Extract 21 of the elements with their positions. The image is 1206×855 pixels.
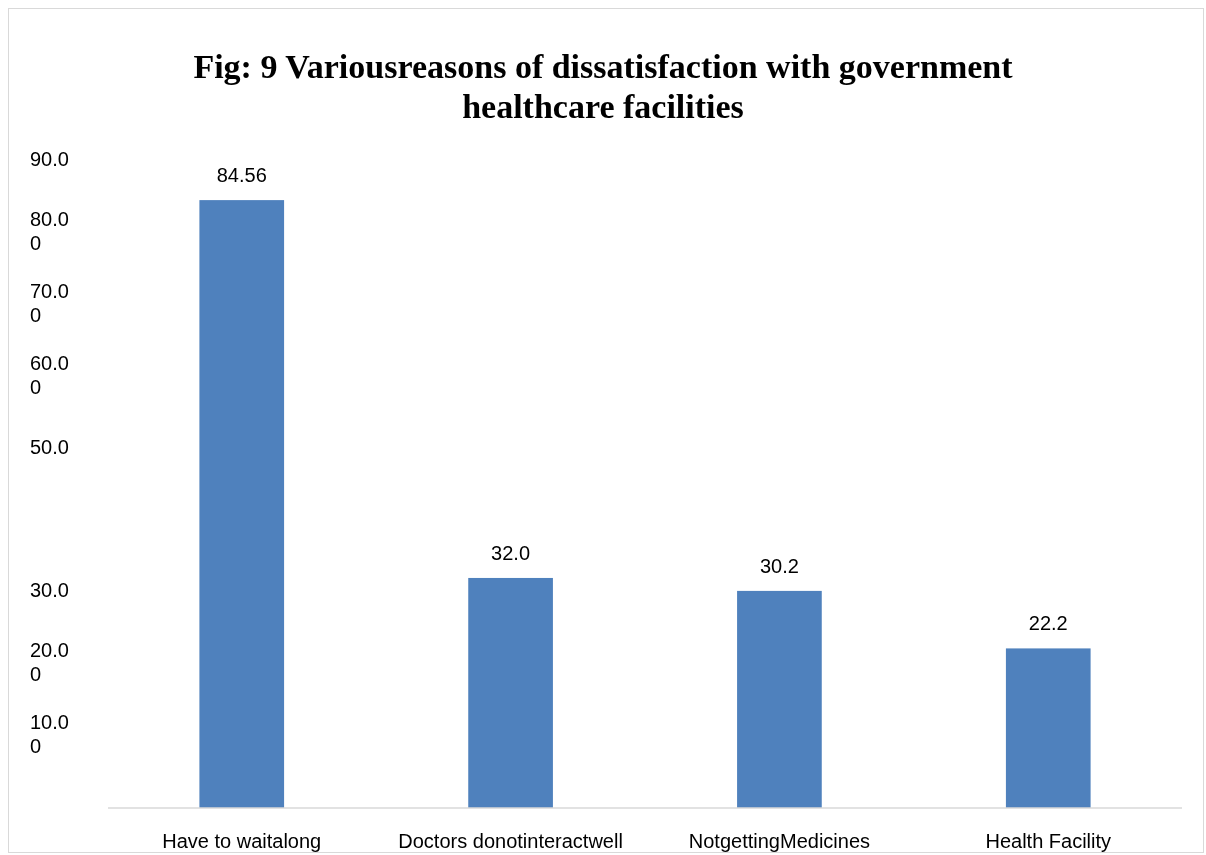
bar (737, 590, 822, 808)
y-tick-label: 90.0 (30, 148, 69, 171)
y-tick-label: 80.00 (30, 208, 69, 255)
y-tick-label: 70.00 (30, 280, 69, 327)
chart-title: Fig: 9 Variousreasons of dissatisfaction with government healthcare facilities (193, 48, 1014, 125)
y-tick-label: 10.00 (30, 711, 69, 758)
x-tick-label: Health Facility (985, 830, 1112, 852)
y-tick-label: 30.0 (30, 579, 69, 602)
data-label: 22.2 (1028, 612, 1068, 635)
data-label: 30.2 (759, 554, 799, 577)
y-tick-label: 50.0 (30, 435, 69, 458)
x-tick-label: NotgettingMedicines (688, 830, 871, 852)
x-tick-label: Doctors donotinteractwell (398, 830, 623, 852)
bar (1005, 648, 1091, 808)
x-tick-label: Have to waitalong (162, 830, 322, 852)
bar (468, 577, 553, 808)
data-label: 32.0 (491, 541, 531, 564)
bar (199, 200, 285, 808)
data-label: 84.56 (216, 164, 267, 187)
y-tick-label: 20.00 (30, 639, 69, 686)
y-tick-label: 60.00 (30, 351, 69, 398)
